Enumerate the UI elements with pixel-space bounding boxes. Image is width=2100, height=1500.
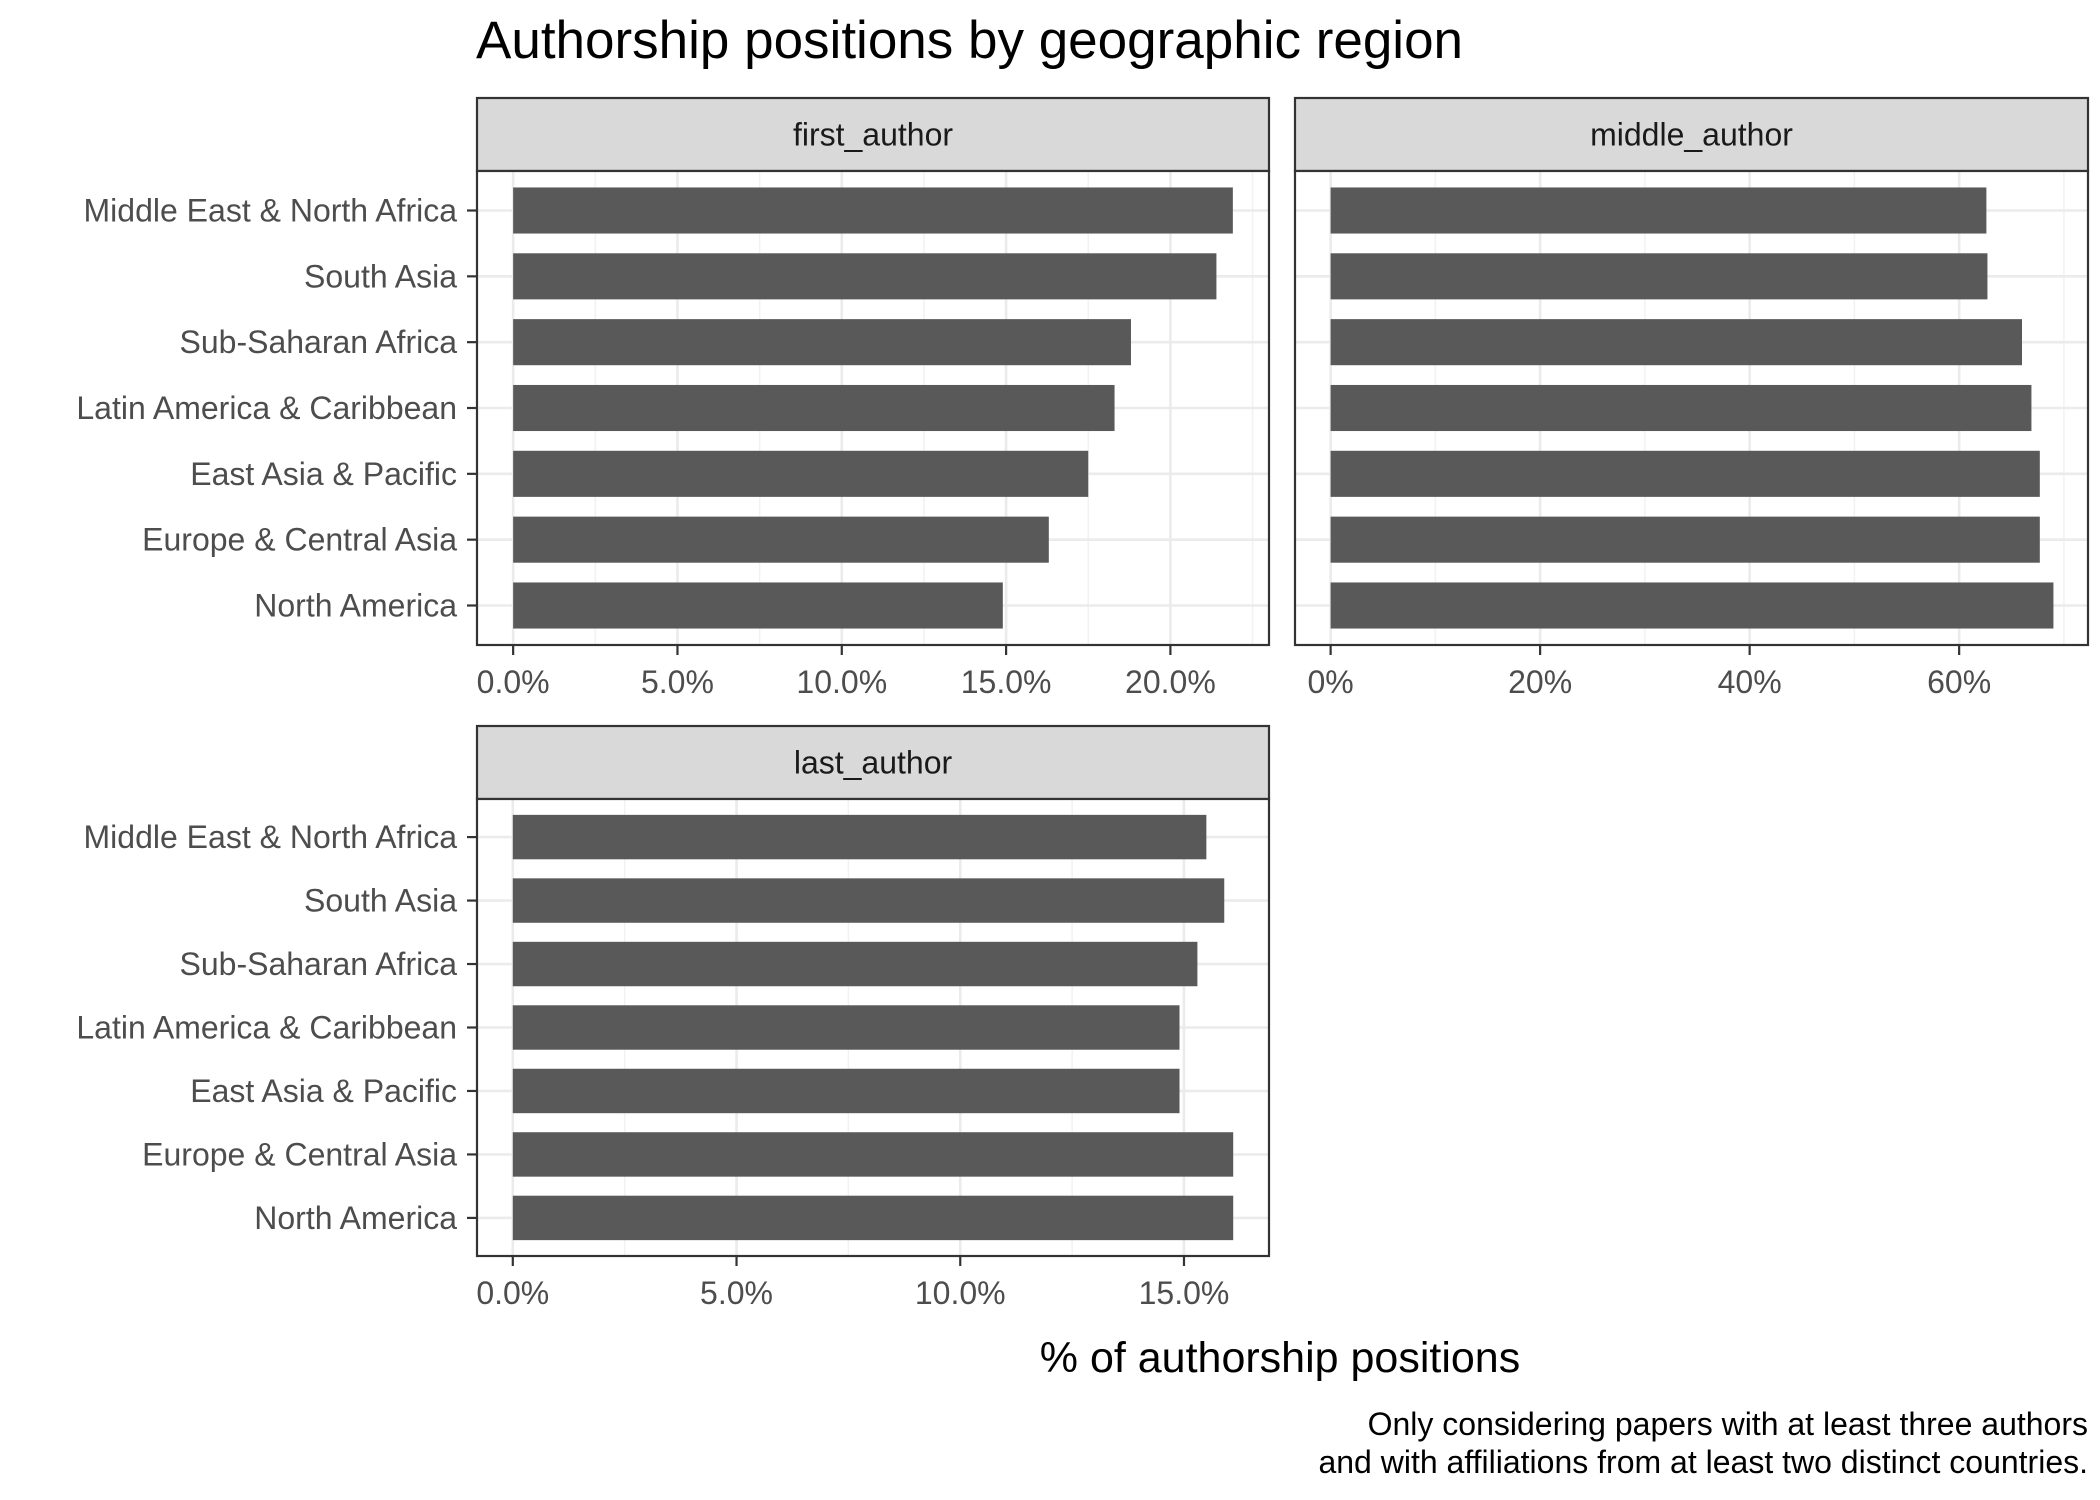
- strip-background: [475, 96, 1271, 173]
- facet-panels: first_author 0.0% 5.0% 10.0% 15.0% 20.0% Middl…: [76, 96, 2090, 1311]
- category-label-sub-saharan-africa: Sub-Saharan Africa: [180, 946, 458, 982]
- x-tick-label: 5.0%: [700, 1275, 773, 1311]
- category-label-south-asia: South Asia: [304, 258, 457, 294]
- strip-label-first-author: first_author: [793, 117, 953, 153]
- bar-middle-author-north-america: [1330, 582, 2054, 629]
- x-tick-label: 60%: [1927, 664, 1991, 700]
- x-tick-label: 0.0%: [476, 1275, 549, 1311]
- bar-middle-author-sub-saharan-africa: [1330, 319, 2023, 366]
- category-label-middle-east-and-north-africa: Middle East & North Africa: [84, 819, 458, 855]
- bar-first-author-europe-and-central-asia: [513, 516, 1049, 563]
- panel-border: [1293, 169, 2090, 647]
- bar-last-author-middle-east-and-north-africa: [512, 814, 1207, 860]
- strip-background: [475, 724, 1271, 801]
- x-tick-label: 0.0%: [477, 664, 550, 700]
- x-tick-label: 15.0%: [961, 664, 1052, 700]
- x-tick-label: 10.0%: [915, 1275, 1006, 1311]
- bar-last-author-europe-and-central-asia: [512, 1132, 1234, 1177]
- x-tick-label: 40%: [1718, 664, 1782, 700]
- category-label-latin-america-and-caribbean: Latin America & Caribbean: [76, 1010, 457, 1046]
- bar-last-author-east-asia-and-pacific: [512, 1068, 1180, 1114]
- category-label-east-asia-and-pacific: East Asia & Pacific: [190, 456, 457, 492]
- category-label-north-america: North America: [254, 588, 457, 624]
- bar-first-author-east-asia-and-pacific: [513, 450, 1089, 497]
- bar-last-author-sub-saharan-africa: [512, 941, 1198, 987]
- category-label-europe-and-central-asia: Europe & Central Asia: [142, 522, 457, 558]
- category-label-sub-saharan-africa: Sub-Saharan Africa: [180, 324, 458, 360]
- category-label-middle-east-and-north-africa: Middle East & North Africa: [84, 193, 458, 229]
- bar-first-author-sub-saharan-africa: [513, 319, 1131, 366]
- x-tick-label: 15.0%: [1139, 1275, 1230, 1311]
- bar-first-author-north-america: [513, 582, 1003, 629]
- category-label-latin-america-and-caribbean: Latin America & Caribbean: [76, 390, 457, 426]
- x-axis-title: % of authorship positions: [1040, 1334, 1520, 1382]
- bar-middle-author-latin-america-and-caribbean: [1330, 384, 2032, 432]
- bar-last-author-latin-america-and-caribbean: [512, 1005, 1180, 1050]
- category-label-east-asia-and-pacific: East Asia & Pacific: [190, 1073, 457, 1109]
- caption-line-2: and with affiliations from at least two …: [1318, 1444, 2088, 1480]
- chart-title: Authorship positions by geographic regio…: [476, 11, 1463, 70]
- panel-middle-author: middle_author 0% 20% 40% 60%: [1293, 96, 2090, 700]
- bar-last-author-north-america: [512, 1195, 1234, 1241]
- bar-first-author-middle-east-and-north-africa: [513, 187, 1233, 234]
- x-tick-label: 20%: [1508, 664, 1572, 700]
- bar-middle-author-europe-and-central-asia: [1330, 516, 2040, 563]
- bar-middle-author-south-asia: [1330, 253, 1988, 300]
- bar-middle-author-east-asia-and-pacific: [1330, 450, 2040, 497]
- strip-background: [1293, 96, 2090, 173]
- x-tick-label: 0%: [1307, 664, 1353, 700]
- x-tick-label: 10.0%: [796, 664, 887, 700]
- strip-label-last-author: last_author: [794, 745, 953, 781]
- bar-middle-author-middle-east-and-north-africa: [1330, 187, 1987, 234]
- bar-last-author-south-asia: [512, 878, 1225, 923]
- bar-first-author-south-asia: [513, 253, 1217, 300]
- category-label-south-asia: South Asia: [304, 883, 457, 919]
- x-tick-label: 20.0%: [1125, 664, 1216, 700]
- caption-line-1: Only considering papers with at least th…: [1368, 1406, 2088, 1442]
- x-tick-label: 5.0%: [641, 664, 714, 700]
- panel-last-author: last_author 0.0% 5.0% 10.0% 15.0% Middle East…: [76, 724, 1271, 1311]
- bar-first-author-latin-america-and-caribbean: [513, 384, 1115, 432]
- strip-label-middle-author: middle_author: [1590, 117, 1793, 153]
- category-label-north-america: North America: [254, 1200, 457, 1236]
- panel-first-author: first_author 0.0% 5.0% 10.0% 15.0% 20.0% Middl…: [76, 96, 1271, 700]
- category-label-europe-and-central-asia: Europe & Central Asia: [142, 1136, 457, 1172]
